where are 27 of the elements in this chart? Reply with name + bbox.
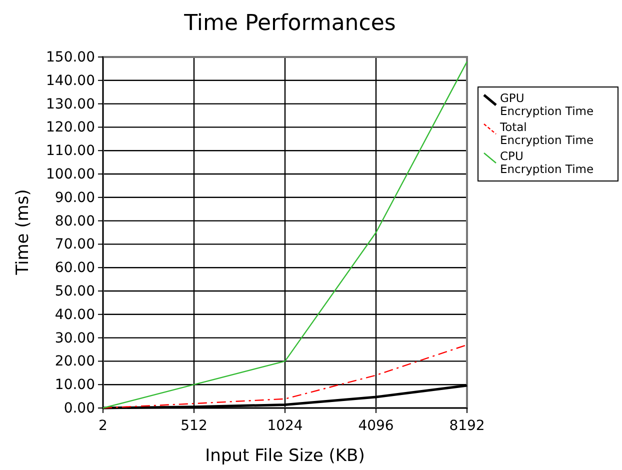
legend-label: Total Encryption Time: [499, 120, 594, 147]
y-tick-label: 80.00: [54, 213, 95, 230]
y-tick-label: 150.00: [46, 49, 95, 66]
x-axis-title: Input File Size (KB): [205, 446, 365, 466]
x-tick-label: 4096: [358, 418, 394, 434]
y-tick-label: 120.00: [46, 120, 95, 136]
y-tick-label: 10.00: [54, 377, 95, 394]
legend-label: CPU Encryption Time: [500, 149, 594, 176]
y-tick-label: 140.00: [46, 72, 95, 89]
chart-title: Time Performances: [183, 11, 396, 36]
y-tick-label: 50.00: [54, 283, 95, 300]
y-tick-label: 40.00: [54, 306, 95, 323]
y-tick-label: 70.00: [54, 236, 95, 253]
legend-label: GPU Encryption Time: [500, 91, 594, 118]
y-tick-label: 130.00: [46, 96, 95, 112]
y-tick-label: 90.00: [54, 190, 95, 206]
x-tick-label: 2: [98, 418, 108, 434]
x-tick-label: 512: [180, 418, 208, 434]
y-tick-label: 0.00: [64, 400, 95, 416]
y-tick-label: 100.00: [46, 166, 95, 182]
x-tick-label: 8192: [449, 418, 485, 434]
y-tick-label: 110.00: [46, 143, 95, 160]
y-tick-label: 30.00: [54, 330, 95, 346]
y-tick-label: 20.00: [54, 354, 95, 370]
y-tick-label: 60.00: [54, 260, 95, 276]
y-axis-title: Time (ms): [13, 189, 33, 276]
x-tick-label: 1024: [267, 418, 303, 434]
